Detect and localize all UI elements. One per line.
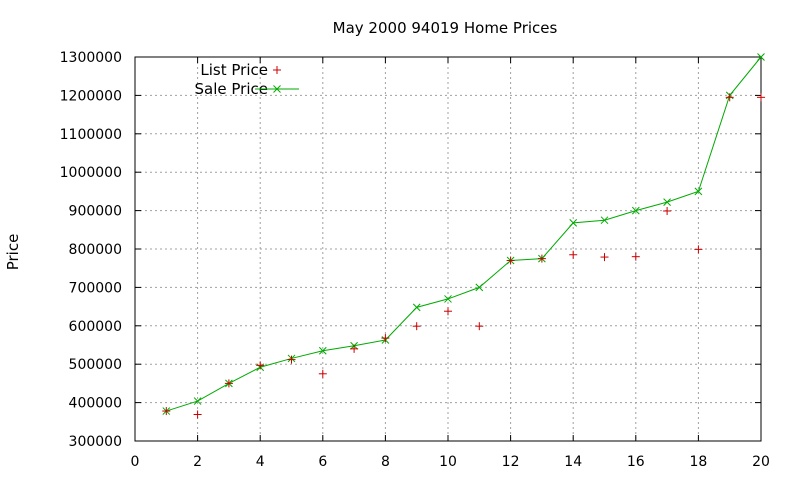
x-tick-label: 0 xyxy=(131,454,140,470)
data-point-list-price xyxy=(631,252,640,261)
legend-sample-list-price xyxy=(273,66,281,74)
legend-label-list-price: List Price xyxy=(200,61,268,79)
data-point-sale-price xyxy=(444,295,452,303)
data-point-list-price xyxy=(256,361,265,370)
x-tick-label: 20 xyxy=(752,454,770,470)
x-tick-label: 8 xyxy=(381,454,390,470)
data-point-sale-price xyxy=(193,397,202,405)
y-tick-label: 600000 xyxy=(69,319,122,335)
legend-label-sale-price: Sale Price xyxy=(195,80,268,98)
data-point-sale-price xyxy=(600,216,609,225)
y-tick-label: 800000 xyxy=(69,242,122,258)
data-point-sale-price xyxy=(757,53,765,61)
y-tick-label: 700000 xyxy=(69,280,122,296)
x-tick-label: 18 xyxy=(689,454,707,470)
data-point-list-price xyxy=(569,250,578,259)
data-point-list-price xyxy=(193,410,202,419)
x-tick-label: 6 xyxy=(318,454,327,470)
x-tick-label: 12 xyxy=(502,454,520,470)
x-tick-label: 10 xyxy=(439,454,457,470)
axis-ticks: 0 2 4 6 8 10 12 14 16 18 20 300000 400000 500000 60000… xyxy=(60,50,770,470)
data-point-list-price xyxy=(412,322,421,331)
x-tick-label: 4 xyxy=(256,454,265,470)
x-tick-label: 16 xyxy=(627,454,645,470)
y-tick-label: 900000 xyxy=(69,204,122,220)
data-point-list-price xyxy=(350,344,359,353)
data-point-list-price xyxy=(725,93,734,102)
data-point-sale-price xyxy=(631,206,640,215)
y-tick-label: 1000000 xyxy=(60,165,122,181)
data-point-list-price xyxy=(224,379,233,388)
y-axis-label: Price xyxy=(4,234,22,271)
data-point-sale-price xyxy=(694,187,703,196)
data-point-list-price xyxy=(381,334,390,343)
y-tick-label: 1100000 xyxy=(60,127,122,143)
y-tick-label: 300000 xyxy=(69,434,122,450)
data-point-list-price xyxy=(757,93,765,102)
x-tick-label: 14 xyxy=(564,454,582,470)
legend-marker-sale-price xyxy=(273,85,281,93)
data-point-sale-price xyxy=(663,198,671,207)
data-point-list-price xyxy=(287,355,296,364)
x-tick-label: 2 xyxy=(193,454,202,470)
data-point-sale-price xyxy=(569,219,578,227)
y-tick-label: 400000 xyxy=(69,396,122,412)
data-point-list-price xyxy=(475,322,484,331)
data-point-list-price xyxy=(600,253,609,262)
data-point-sale-price xyxy=(475,283,484,292)
legend: List Price Sale Price xyxy=(195,61,299,98)
data-point-list-price xyxy=(663,206,672,215)
data-point-sale-price xyxy=(412,303,421,312)
data-point-list-price xyxy=(318,369,327,378)
data-point-list-price xyxy=(694,245,703,254)
y-tick-label: 1300000 xyxy=(60,50,122,66)
data-point-list-price xyxy=(444,307,452,316)
legend-marker-list-price xyxy=(273,66,281,74)
data-point-list-price xyxy=(537,254,546,263)
data-point-list-price xyxy=(162,407,171,416)
series-line-sale-price xyxy=(166,56,762,412)
data-point-sale-price xyxy=(318,346,327,355)
y-tick-label: 500000 xyxy=(69,357,122,373)
chart-title: May 2000 94019 Home Prices xyxy=(333,19,558,37)
y-tick-label: 1200000 xyxy=(60,88,122,104)
series-layer xyxy=(162,53,765,419)
legend-sample-sale-price xyxy=(255,85,299,93)
data-point-list-price xyxy=(506,256,515,265)
